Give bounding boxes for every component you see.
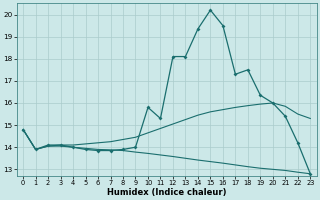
X-axis label: Humidex (Indice chaleur): Humidex (Indice chaleur) [107, 188, 227, 197]
